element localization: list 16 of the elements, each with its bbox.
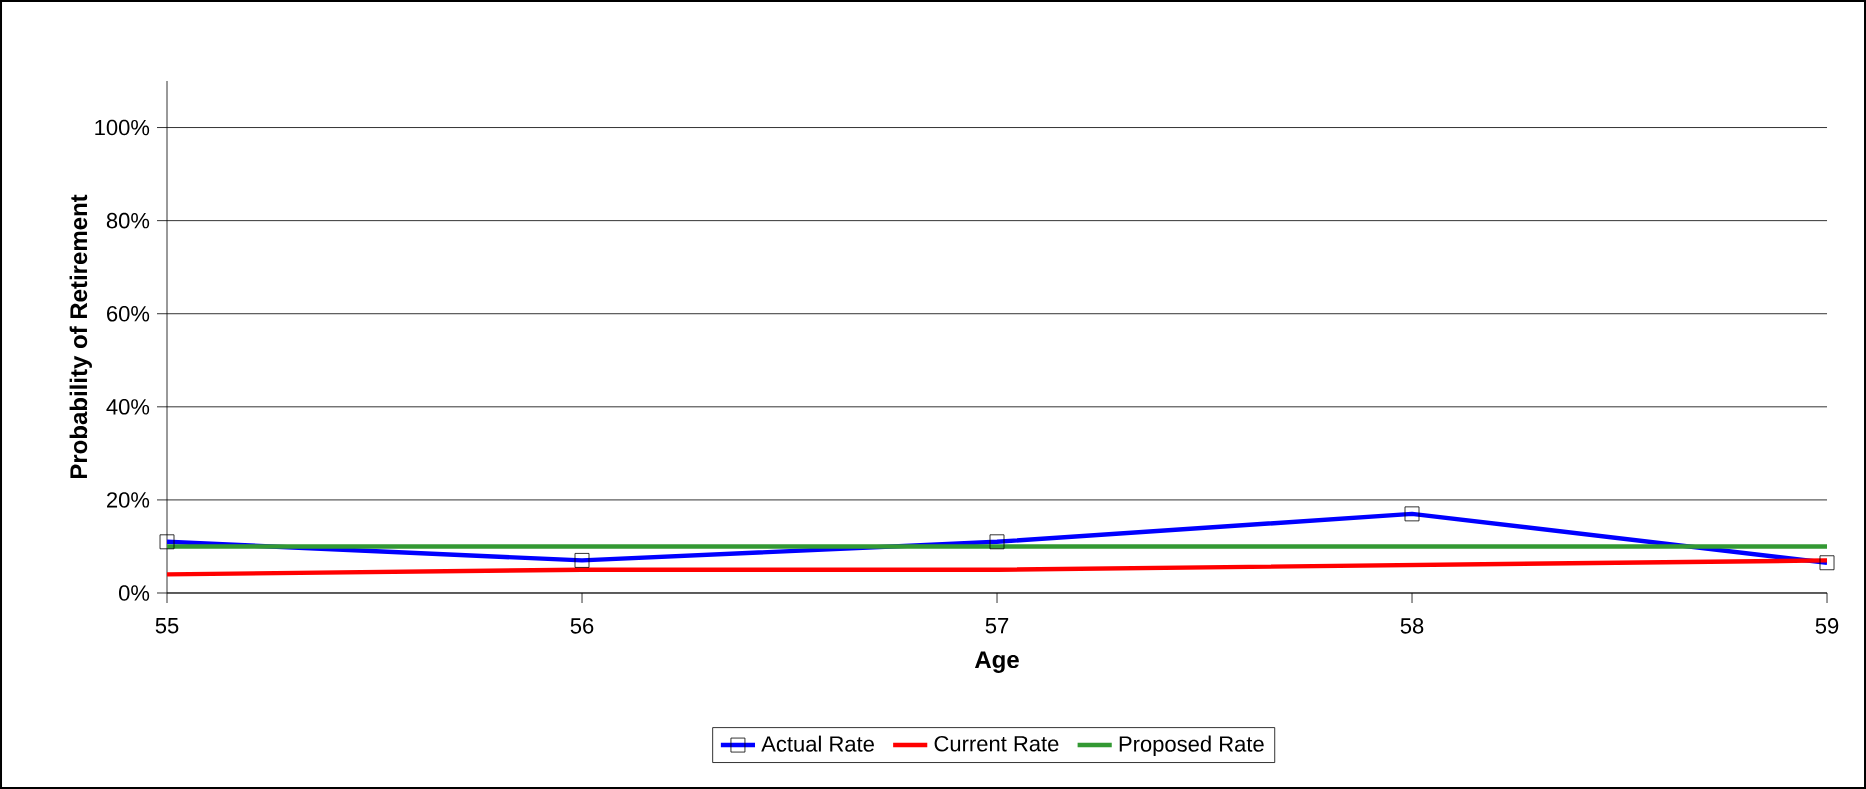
x-tick-label: 57 [985,618,1009,634]
y-tick-label: 100% [95,119,150,136]
y-tick-label: 80% [106,212,150,229]
x-tick-label: 56 [570,618,594,634]
x-tick-label: 58 [1400,618,1424,634]
y-tick-label: 20% [107,492,150,508]
legend-label: Actual Rate [761,735,874,752]
y-tick-label: 0% [119,585,150,601]
y-tick-label: 40% [106,399,150,415]
x-tick-label: 55 [155,618,179,634]
y-axis-title: Probability of Retirement [69,194,92,479]
legend-label: Current Rate [934,735,1059,752]
x-tick-label: 59 [1815,618,1839,634]
x-axis-title: Age [974,651,1019,673]
legend-label: Proposed Rate [1119,735,1264,757]
y-tick-label: 60% [107,305,150,322]
